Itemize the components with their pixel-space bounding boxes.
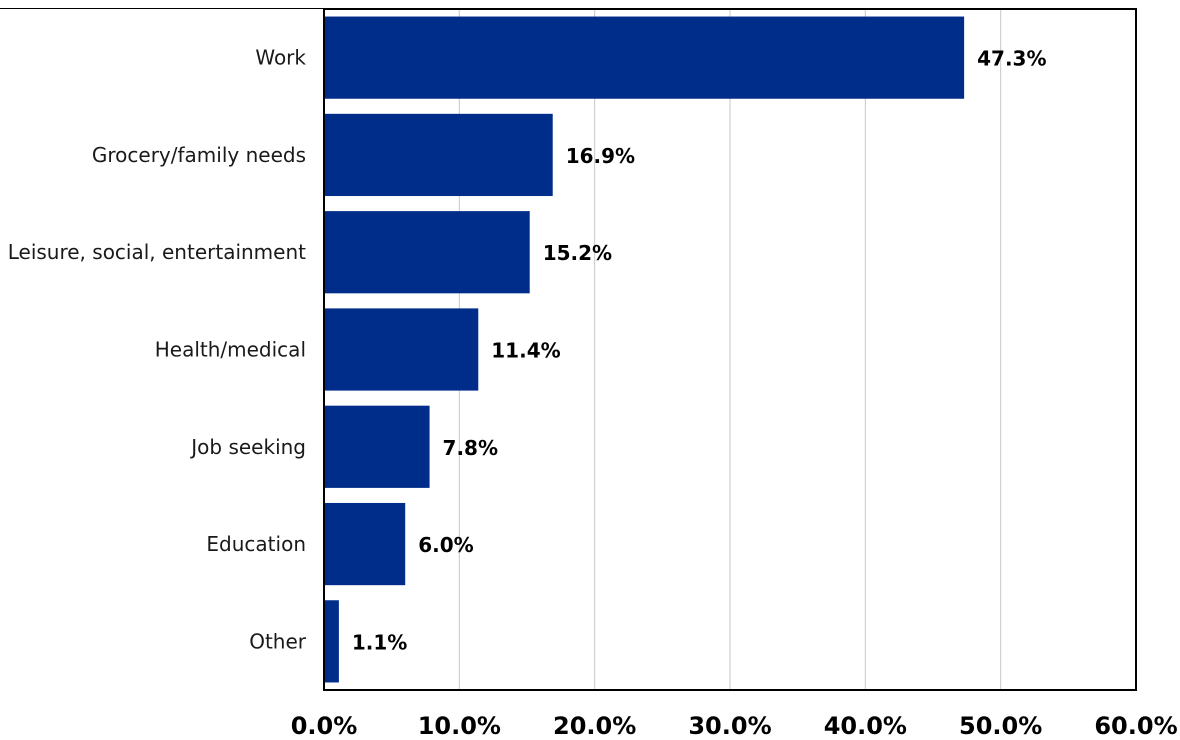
category-label: Leisure, social, entertainment xyxy=(8,240,306,264)
value-label: 47.3% xyxy=(977,47,1046,71)
bar-job-seeking xyxy=(324,405,430,488)
x-tick-label: 40.0% xyxy=(824,712,907,740)
value-label: 6.0% xyxy=(418,533,473,557)
bar-work xyxy=(324,16,965,99)
plot-frame xyxy=(323,8,1137,691)
value-labels: 47.3% 16.9% 15.2% 11.4% 7.8% 6.0% 1.1% xyxy=(352,47,1047,655)
bar-grocery-family-needs xyxy=(324,113,553,197)
bars xyxy=(324,16,965,683)
value-label: 7.8% xyxy=(443,436,498,460)
x-tick-label: 10.0% xyxy=(418,712,501,740)
category-label: Other xyxy=(249,629,307,653)
x-tick-label: 20.0% xyxy=(553,712,636,740)
x-tick-labels: 0.0% 10.0% 20.0% 30.0% 40.0% 50.0% 60.0% xyxy=(291,712,1178,740)
x-tick-label: 30.0% xyxy=(688,712,771,740)
x-tick-label: 50.0% xyxy=(959,712,1042,740)
x-tick-label: 0.0% xyxy=(291,712,358,740)
bar-education xyxy=(324,502,406,586)
value-label: 15.2% xyxy=(543,241,612,265)
top-rule-line xyxy=(0,8,343,9)
value-label: 16.9% xyxy=(566,144,635,168)
bar-health-medical xyxy=(324,308,479,391)
category-labels: Work Grocery/family needs Leisure, social,… xyxy=(8,46,307,654)
category-label: Grocery/family needs xyxy=(92,143,306,167)
category-label: Education xyxy=(206,532,306,556)
value-label: 1.1% xyxy=(352,630,407,654)
x-tick-label: 60.0% xyxy=(1094,712,1177,740)
value-label: 11.4% xyxy=(491,339,560,363)
category-label: Job seeking xyxy=(189,435,306,459)
bar-leisure-social-entertainment xyxy=(324,211,530,294)
category-label: Health/medical xyxy=(155,338,306,362)
plot-border xyxy=(323,8,1137,691)
bar-other xyxy=(324,600,339,683)
category-label: Work xyxy=(255,46,306,70)
